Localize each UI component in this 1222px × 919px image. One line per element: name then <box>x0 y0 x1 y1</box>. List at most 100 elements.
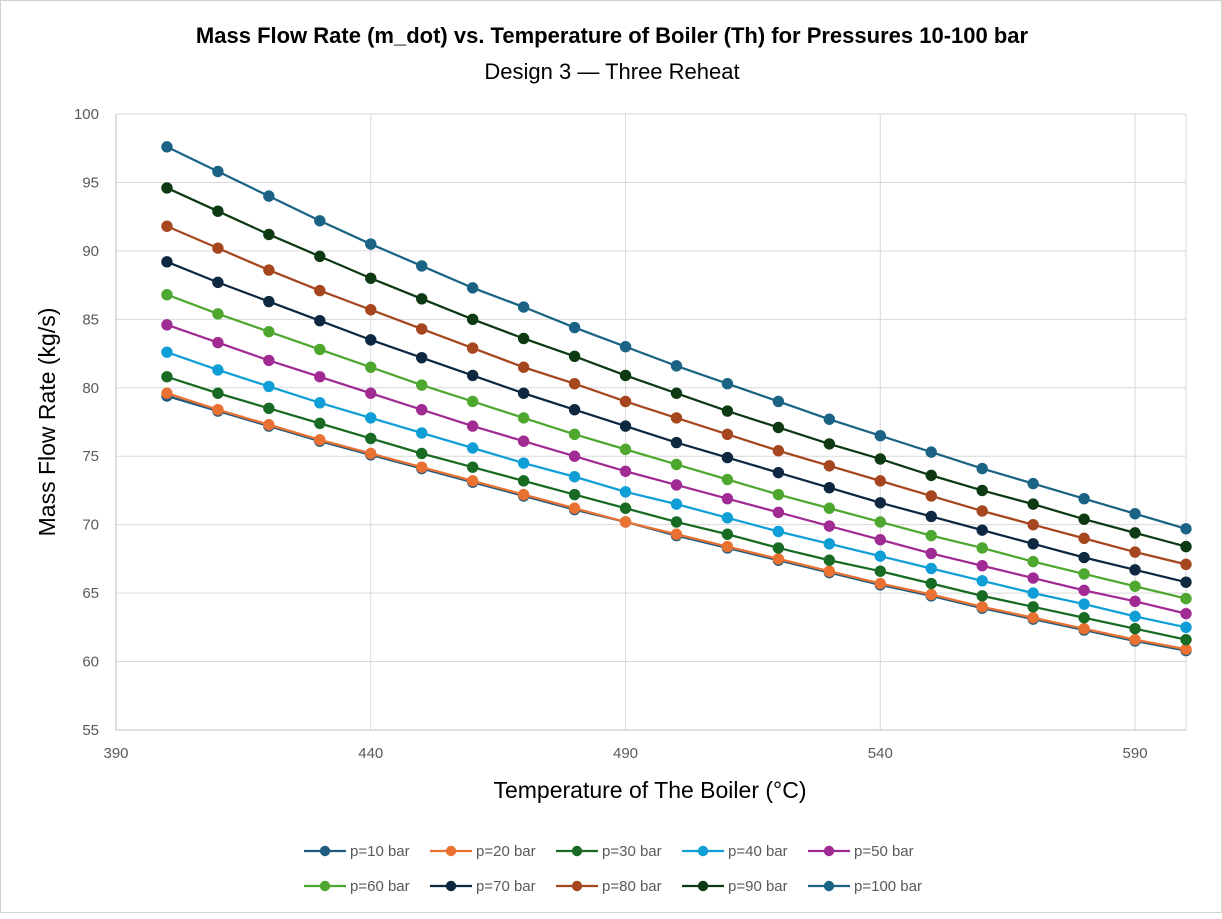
data-point <box>417 324 427 334</box>
data-point <box>773 543 783 553</box>
data-point <box>773 422 783 432</box>
data-point <box>875 535 885 545</box>
data-point <box>162 347 172 357</box>
legend-item: p=20 bar <box>430 843 536 860</box>
data-point <box>1079 493 1089 503</box>
data-point <box>417 448 427 458</box>
data-point <box>875 578 885 588</box>
data-point <box>162 257 172 267</box>
data-point <box>1130 611 1140 621</box>
data-point <box>264 355 274 365</box>
data-point <box>213 206 223 216</box>
legend-label: p=10 bar <box>350 843 410 860</box>
data-point <box>671 480 681 490</box>
data-point <box>824 503 834 513</box>
data-point <box>977 576 987 586</box>
data-point <box>722 513 732 523</box>
x-axis-ticks: 390 440 490 540 590 <box>103 745 1147 762</box>
data-point <box>977 543 987 553</box>
data-point <box>875 551 885 561</box>
data-point <box>264 420 274 430</box>
data-point <box>875 566 885 576</box>
legend-item: p=100 bar <box>808 878 922 895</box>
data-point <box>722 493 732 503</box>
data-point <box>824 521 834 531</box>
legend-marker <box>698 881 708 891</box>
data-point <box>1130 547 1140 557</box>
data-point <box>467 283 477 293</box>
legend-label: p=30 bar <box>602 843 662 860</box>
data-point <box>366 448 376 458</box>
data-point <box>264 381 274 391</box>
data-point <box>315 216 325 226</box>
x-tick-label: 540 <box>868 745 893 762</box>
data-point <box>417 261 427 271</box>
data-point <box>569 378 579 388</box>
data-point <box>671 361 681 371</box>
data-point <box>620 517 630 527</box>
data-point <box>1130 634 1140 644</box>
data-point <box>1079 514 1089 524</box>
legend-label: p=60 bar <box>350 878 410 895</box>
chart-title: Mass Flow Rate (m_dot) vs. Temperature o… <box>196 23 1029 48</box>
data-point <box>977 463 987 473</box>
data-point <box>1181 577 1191 587</box>
data-point <box>264 403 274 413</box>
data-point <box>213 243 223 253</box>
gridlines <box>116 114 1186 730</box>
data-point <box>1028 539 1038 549</box>
legend-item: p=90 bar <box>682 878 788 895</box>
data-point <box>926 470 936 480</box>
legend-marker <box>824 881 834 891</box>
data-point <box>722 529 732 539</box>
x-tick-label: 590 <box>1123 745 1148 762</box>
data-point <box>1181 593 1191 603</box>
legend-item: p=70 bar <box>430 878 536 895</box>
data-point <box>569 451 579 461</box>
y-tick-label: 85 <box>82 311 99 328</box>
data-point <box>162 289 172 299</box>
data-point <box>467 462 477 472</box>
data-point <box>366 388 376 398</box>
data-point <box>926 563 936 573</box>
data-point <box>467 343 477 353</box>
data-point <box>315 285 325 295</box>
data-point <box>1130 596 1140 606</box>
data-point <box>722 429 732 439</box>
data-point <box>315 251 325 261</box>
legend-marker <box>698 846 708 856</box>
data-point <box>264 326 274 336</box>
data-point <box>722 378 732 388</box>
chart-subtitle: Design 3 — Three Reheat <box>484 59 739 84</box>
legend-marker <box>446 846 456 856</box>
data-point <box>671 388 681 398</box>
legend-item: p=60 bar <box>304 878 410 895</box>
data-point <box>315 418 325 428</box>
data-point <box>213 309 223 319</box>
data-point <box>1181 622 1191 632</box>
data-point <box>315 344 325 354</box>
data-point <box>773 507 783 517</box>
data-point <box>518 476 528 486</box>
data-point <box>620 396 630 406</box>
data-point <box>1181 541 1191 551</box>
x-tick-label: 490 <box>613 745 638 762</box>
data-point <box>824 483 834 493</box>
data-point <box>366 239 376 249</box>
data-point <box>1181 559 1191 569</box>
data-point <box>315 372 325 382</box>
data-point <box>773 396 783 406</box>
data-point <box>1028 478 1038 488</box>
data-point <box>926 530 936 540</box>
legend-label: p=20 bar <box>476 843 536 860</box>
data-point <box>1130 581 1140 591</box>
data-point <box>518 302 528 312</box>
data-point <box>620 444 630 454</box>
data-point <box>722 452 732 462</box>
data-point <box>671 459 681 469</box>
y-tick-label: 55 <box>82 722 99 739</box>
data-point <box>824 555 834 565</box>
data-point <box>1079 599 1089 609</box>
data-point <box>417 352 427 362</box>
